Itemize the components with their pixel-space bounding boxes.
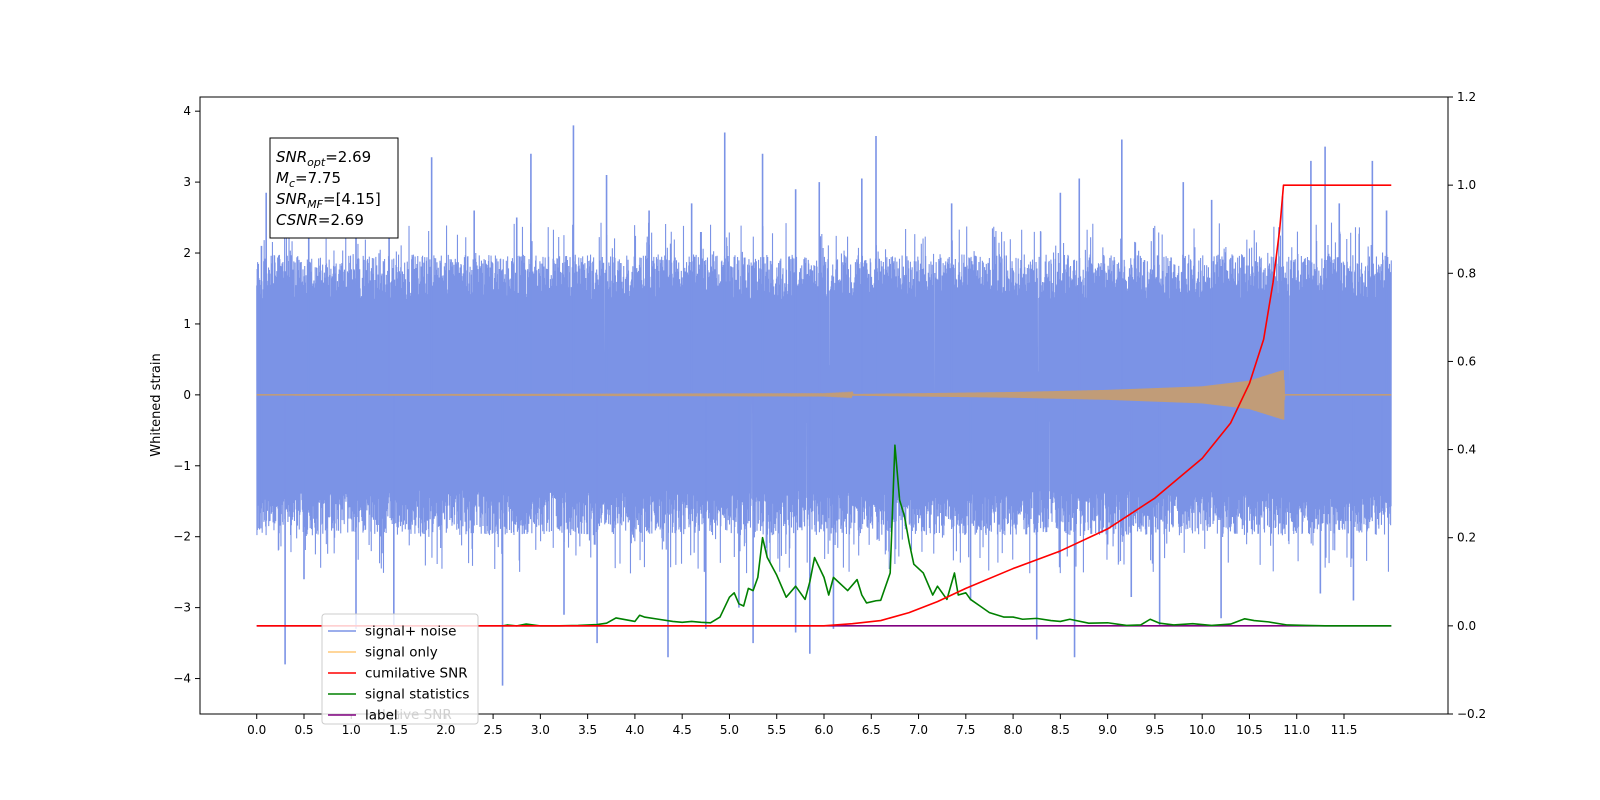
y-left-tick-label: −2 bbox=[173, 530, 191, 544]
series-signal-noise-peaks bbox=[260, 125, 1388, 686]
x-tick-label: 7.0 bbox=[909, 723, 928, 737]
legend-frame bbox=[321, 613, 479, 725]
x-tick-label: 4.5 bbox=[673, 723, 692, 737]
series-layer bbox=[256, 125, 1392, 686]
x-tick-label: 3.5 bbox=[578, 723, 597, 737]
info-line-value: =2.69 bbox=[318, 211, 364, 229]
x-tick-label: 6.5 bbox=[862, 723, 881, 737]
legend-overlap-text: lative SNR bbox=[382, 707, 452, 723]
y-left-tick-label: 4 bbox=[183, 104, 191, 118]
y-axis-left: 4 3 2 1 0 −1 −2 −3 −4 bbox=[173, 104, 200, 686]
x-tick-label: 2.0 bbox=[436, 723, 455, 737]
y-right-tick-label: 0.2 bbox=[1457, 531, 1476, 545]
y-axis-right: 1.2 1.0 0.8 0.6 0.4 0.2 0.0 −0.2 bbox=[1448, 90, 1486, 721]
x-tick-label: 5.0 bbox=[720, 723, 739, 737]
legend-label: label bbox=[365, 708, 398, 724]
info-line-value: =[4.15] bbox=[323, 190, 381, 208]
legend-label: signal only bbox=[365, 645, 438, 661]
y-left-tick-label: 3 bbox=[183, 175, 191, 189]
x-tick-label: 11.5 bbox=[1331, 723, 1358, 737]
info-line: Mc=7.75 bbox=[276, 169, 341, 190]
y-right-tick-label: 1.0 bbox=[1457, 178, 1476, 192]
info-line-symbol: CSNR bbox=[276, 211, 318, 229]
info-line-symbol: SNR bbox=[276, 190, 307, 208]
y-axis-label: Whitened strain bbox=[149, 353, 164, 456]
y-left-tick-label: 2 bbox=[183, 246, 191, 260]
info-line: SNRMF=[4.15] bbox=[276, 190, 381, 211]
series-signal-noise-line bbox=[256, 222, 1392, 574]
series-cumulative-snr-line bbox=[256, 184, 1392, 627]
info-line-subscript: MF bbox=[307, 198, 323, 211]
y-right-tick-label: 0.0 bbox=[1457, 619, 1476, 633]
x-tick-label: 5.5 bbox=[767, 723, 786, 737]
x-tick-label: 10.0 bbox=[1189, 723, 1216, 737]
series-signal-statistics-line bbox=[502, 444, 1392, 627]
info-line-value: =7.75 bbox=[295, 169, 341, 187]
info-line-subscript: opt bbox=[307, 156, 326, 169]
y-right-tick-label: 1.2 bbox=[1457, 90, 1476, 104]
y-left-tick-label: −3 bbox=[173, 601, 191, 615]
legend: lative SNR signal+ noise signal only cumila… bbox=[321, 613, 479, 725]
x-tick-label: 7.5 bbox=[956, 723, 975, 737]
info-line-value: =2.69 bbox=[325, 148, 371, 166]
y-right-tick-label: 0.6 bbox=[1457, 354, 1476, 368]
legend-label: signal statistics bbox=[365, 687, 469, 703]
x-tick-label: 8.5 bbox=[1051, 723, 1070, 737]
legend-label: cumilative SNR bbox=[365, 666, 468, 682]
x-tick-label: 2.5 bbox=[484, 723, 503, 737]
info-line-subscript: c bbox=[289, 177, 295, 190]
x-tick-label: 6.0 bbox=[814, 723, 833, 737]
x-tick-label: 11.0 bbox=[1283, 723, 1310, 737]
x-axis: 0.0 0.5 1.0 1.5 2.0 2.5 3.0 3.5 4.0 4.5 5.0 5.5 6.0 6… bbox=[247, 714, 1357, 737]
y-right-tick-label: 0.4 bbox=[1457, 443, 1476, 457]
series-signal-only-line bbox=[256, 370, 1392, 420]
y-left-tick-label: −4 bbox=[173, 672, 191, 686]
info-line-symbol: M bbox=[276, 169, 289, 187]
y-right-tick-label: 0.8 bbox=[1457, 266, 1476, 280]
info-box-frame bbox=[269, 137, 399, 239]
x-tick-label: 1.5 bbox=[389, 723, 408, 737]
y-left-tick-label: −1 bbox=[173, 459, 191, 473]
info-line: CSNR=2.69 bbox=[276, 211, 364, 229]
x-tick-label: 10.5 bbox=[1236, 723, 1263, 737]
x-tick-label: 8.0 bbox=[1004, 723, 1023, 737]
y-right-tick-label: −0.2 bbox=[1457, 707, 1486, 721]
y-left-tick-label: 0 bbox=[183, 388, 191, 402]
x-tick-label: 9.0 bbox=[1098, 723, 1117, 737]
y-left-tick-label: 1 bbox=[183, 317, 191, 331]
x-tick-label: 3.0 bbox=[531, 723, 550, 737]
x-tick-label: 4.0 bbox=[625, 723, 644, 737]
x-tick-label: 0.5 bbox=[294, 723, 313, 737]
x-tick-label: 9.5 bbox=[1145, 723, 1164, 737]
info-line: SNRopt=2.69 bbox=[276, 148, 371, 169]
x-tick-label: 1.0 bbox=[342, 723, 361, 737]
info-line-symbol: SNR bbox=[276, 148, 307, 166]
x-tick-label: 0.0 bbox=[247, 723, 266, 737]
legend-label: signal+ noise bbox=[365, 624, 456, 640]
